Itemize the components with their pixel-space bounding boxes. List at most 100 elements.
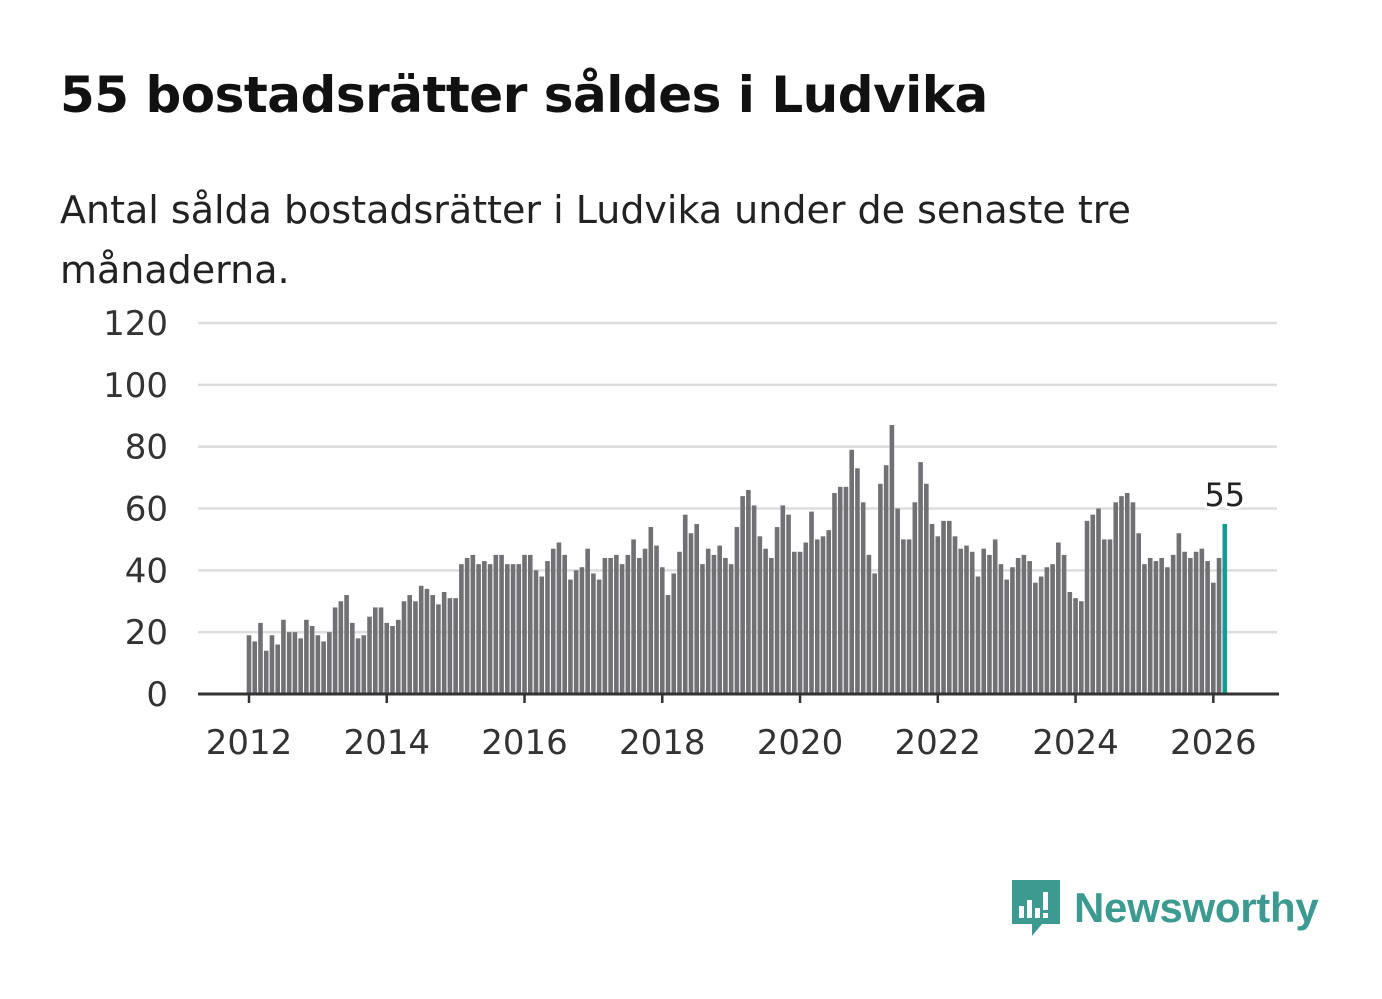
bar [591,573,596,694]
bar [820,536,826,694]
bar [418,585,424,694]
bar [1124,493,1130,694]
bar [1188,557,1193,694]
highlight-bar [1222,523,1228,694]
y-tick-label: 60 [125,490,168,530]
bar [401,601,407,694]
bar [1211,582,1216,694]
bar [711,554,717,694]
x-tick-label: 2020 [757,723,844,763]
bar [1147,557,1153,694]
bar [975,576,981,694]
y-tick-label: 40 [125,551,168,591]
bar [929,523,935,694]
bar [550,548,556,694]
bar [814,539,820,694]
bar [1027,561,1032,694]
bar [763,548,768,694]
bar [585,548,590,694]
bar [1176,533,1182,694]
bar [924,483,929,694]
bar [780,505,786,694]
bar [895,508,900,694]
bar [499,554,504,694]
bar [1021,554,1027,694]
bar [757,536,763,694]
bar [700,564,705,694]
bar [981,548,987,694]
bar [1107,539,1113,694]
bar [935,536,941,694]
bar [562,554,567,694]
bar [792,551,797,694]
bar [332,607,338,694]
bar [855,468,860,694]
bar [436,604,441,694]
bar [694,523,700,694]
bar [430,595,435,694]
bar [522,554,527,694]
bar [992,539,998,694]
bar [1015,557,1021,694]
y-tick-label: 0 [146,675,168,715]
bar [946,520,952,694]
bar [705,548,711,694]
bar [1073,598,1078,694]
bar [350,622,355,694]
bar-chart: 0 20 40 60 80 100 120 2012 2014 2016 2018 2020 2022 2… [103,304,1279,763]
bar [1084,520,1090,694]
bar [281,619,286,694]
bar [338,601,344,694]
bar [372,607,378,694]
bar [424,588,430,694]
bar [395,619,401,694]
bar [361,635,367,694]
newsworthy-logo: Newsworthy [1010,878,1319,938]
bar [258,622,263,694]
y-tick-label: 120 [103,304,168,344]
bar [1079,601,1084,694]
bar [918,462,923,694]
bar [878,483,883,694]
bar [493,554,499,694]
bar [573,570,579,694]
bar [952,536,958,694]
bar [378,607,384,694]
bar [1004,579,1009,694]
bar [654,545,659,694]
bar [527,554,533,694]
bar [1050,564,1055,694]
bar [413,601,418,694]
bar [769,557,774,694]
bar [602,557,608,694]
bar [1153,561,1159,694]
bar [728,564,734,694]
bar [837,486,843,694]
bar [1096,508,1101,694]
bar [809,511,814,694]
bar [803,542,809,694]
bar [1090,514,1096,694]
bar [447,598,453,694]
bar [625,554,631,694]
bar [941,520,946,694]
bar [843,486,849,694]
bar [596,579,602,694]
bar [723,557,728,694]
bar [1159,557,1164,694]
bar [751,505,757,694]
bar [568,579,573,694]
bar [1216,557,1222,694]
y-tick-label: 100 [103,366,168,406]
bar [464,557,470,694]
chart-subtitle: Antal sålda bostadsrätter i Ludvika unde… [60,188,1131,292]
bar [246,635,252,694]
x-tick-label: 2024 [1032,723,1119,763]
bar [470,554,476,694]
bar [1205,561,1210,694]
bar [866,554,872,694]
bar [631,539,636,694]
logo-text: Newsworthy [1074,884,1319,931]
bar [321,641,326,694]
bar [648,527,654,694]
